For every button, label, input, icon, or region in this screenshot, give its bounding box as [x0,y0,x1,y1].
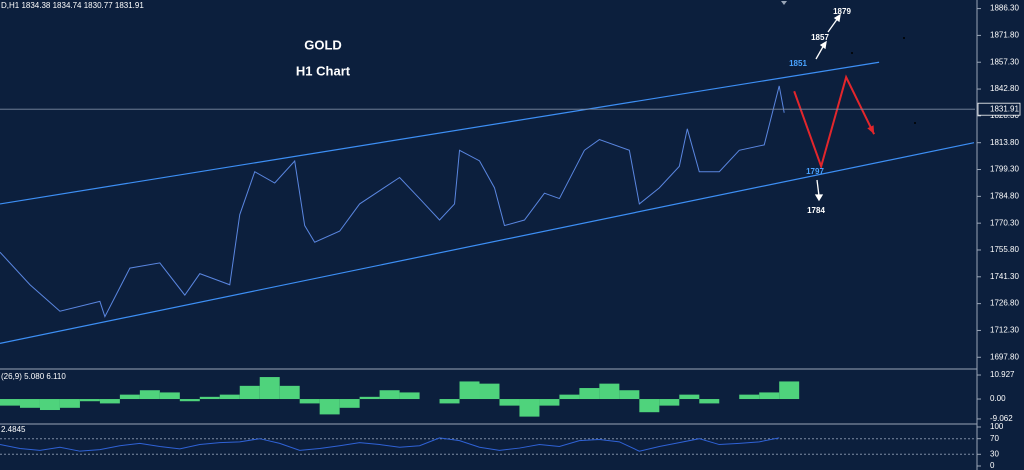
y-tick-label: 1842.80 [990,84,1019,93]
histogram-bar [399,392,420,400]
y-tick-label: 1770.30 [990,218,1019,227]
histogram-bar [199,396,220,400]
price-line [0,85,785,318]
histogram-bar [639,399,660,413]
rsi-title: 2.4845 [1,425,26,434]
y-tick-label: 30 [990,449,999,458]
histogram-bar [319,399,340,415]
histogram-bar [379,390,400,400]
annotation: 1879 [833,7,851,16]
y-tick-label: 100 [990,422,1004,431]
y-tick-label: 0 [990,461,995,470]
projection-arrowhead [867,125,875,135]
histogram-bar [259,377,280,400]
histogram-bar [739,394,760,400]
histogram-bar [599,383,620,400]
channel-line [0,61,880,205]
y-tick-label: 1697.80 [990,352,1019,361]
annotation: 1797 [806,167,824,176]
last-price-label: 1831.91 [990,104,1019,113]
y-tick-label: 1755.80 [990,245,1019,254]
projection-line [793,74,876,170]
histogram-bar [339,399,360,408]
histogram-bar [159,392,180,400]
histogram-bar [619,390,640,400]
histogram-bar [0,399,20,406]
y-tick-label: 1741.30 [990,272,1019,281]
channel-line [0,142,975,344]
histogram-bar [439,399,460,404]
histogram-bar [279,385,300,400]
histogram-bar [699,399,720,404]
histogram-bar [679,394,700,400]
histogram-bar [299,399,320,404]
histogram-bar [179,399,200,402]
histogram-bar [539,399,560,406]
macd-title: (26,9) 5.080 6.110 [1,372,66,381]
histogram-bar [39,399,60,411]
annotation: 1857 [811,33,829,42]
chart-subtitle: H1 Chart [296,63,351,78]
histogram-bar [759,392,780,400]
histogram-bar [499,399,520,406]
y-tick-label: 10.927 [990,370,1015,379]
chart-title: GOLD [304,37,342,52]
histogram-bar [79,399,100,402]
y-tick-label: 1813.80 [990,138,1019,147]
dots [851,37,916,124]
y-tick-label: 1712.30 [990,326,1019,335]
y-tick-label: -9.062 [990,414,1013,423]
y-tick-label: 1784.80 [990,191,1019,200]
histogram-bar [579,388,600,400]
annotation: 1851 [789,59,807,68]
last-price-box [977,102,1021,116]
y-tick-label: 70 [990,434,999,443]
histogram-bar [139,390,160,400]
y-tick-label: 1886.30 [990,4,1019,13]
y-tick-label: 1799.30 [990,165,1019,174]
y-tick-label: 1857.30 [990,57,1019,66]
histogram-bar [119,394,140,400]
y-tick-label: 1871.80 [990,31,1019,40]
histogram-bar [459,381,480,400]
histogram-bar [359,396,380,400]
histogram-bar [479,383,500,400]
histogram-bar [519,399,540,417]
histogram-bar [99,399,120,404]
annotation: 1784 [807,206,825,215]
histogram-bar [659,399,680,406]
histogram-bar [219,394,240,400]
histogram-bar [59,399,80,408]
y-tick-label: 1726.80 [990,299,1019,308]
histogram-bar [779,381,800,400]
price-line [0,437,780,452]
histogram-bar [239,385,260,400]
shift-marker [781,1,787,5]
histogram-bar [559,394,580,400]
y-tick-label: 0.00 [990,394,1006,403]
histogram-bar [19,399,40,408]
annotation-arrows [814,13,841,202]
header: D,H1 1834.38 1834.74 1830.77 1831.91 [1,1,144,10]
